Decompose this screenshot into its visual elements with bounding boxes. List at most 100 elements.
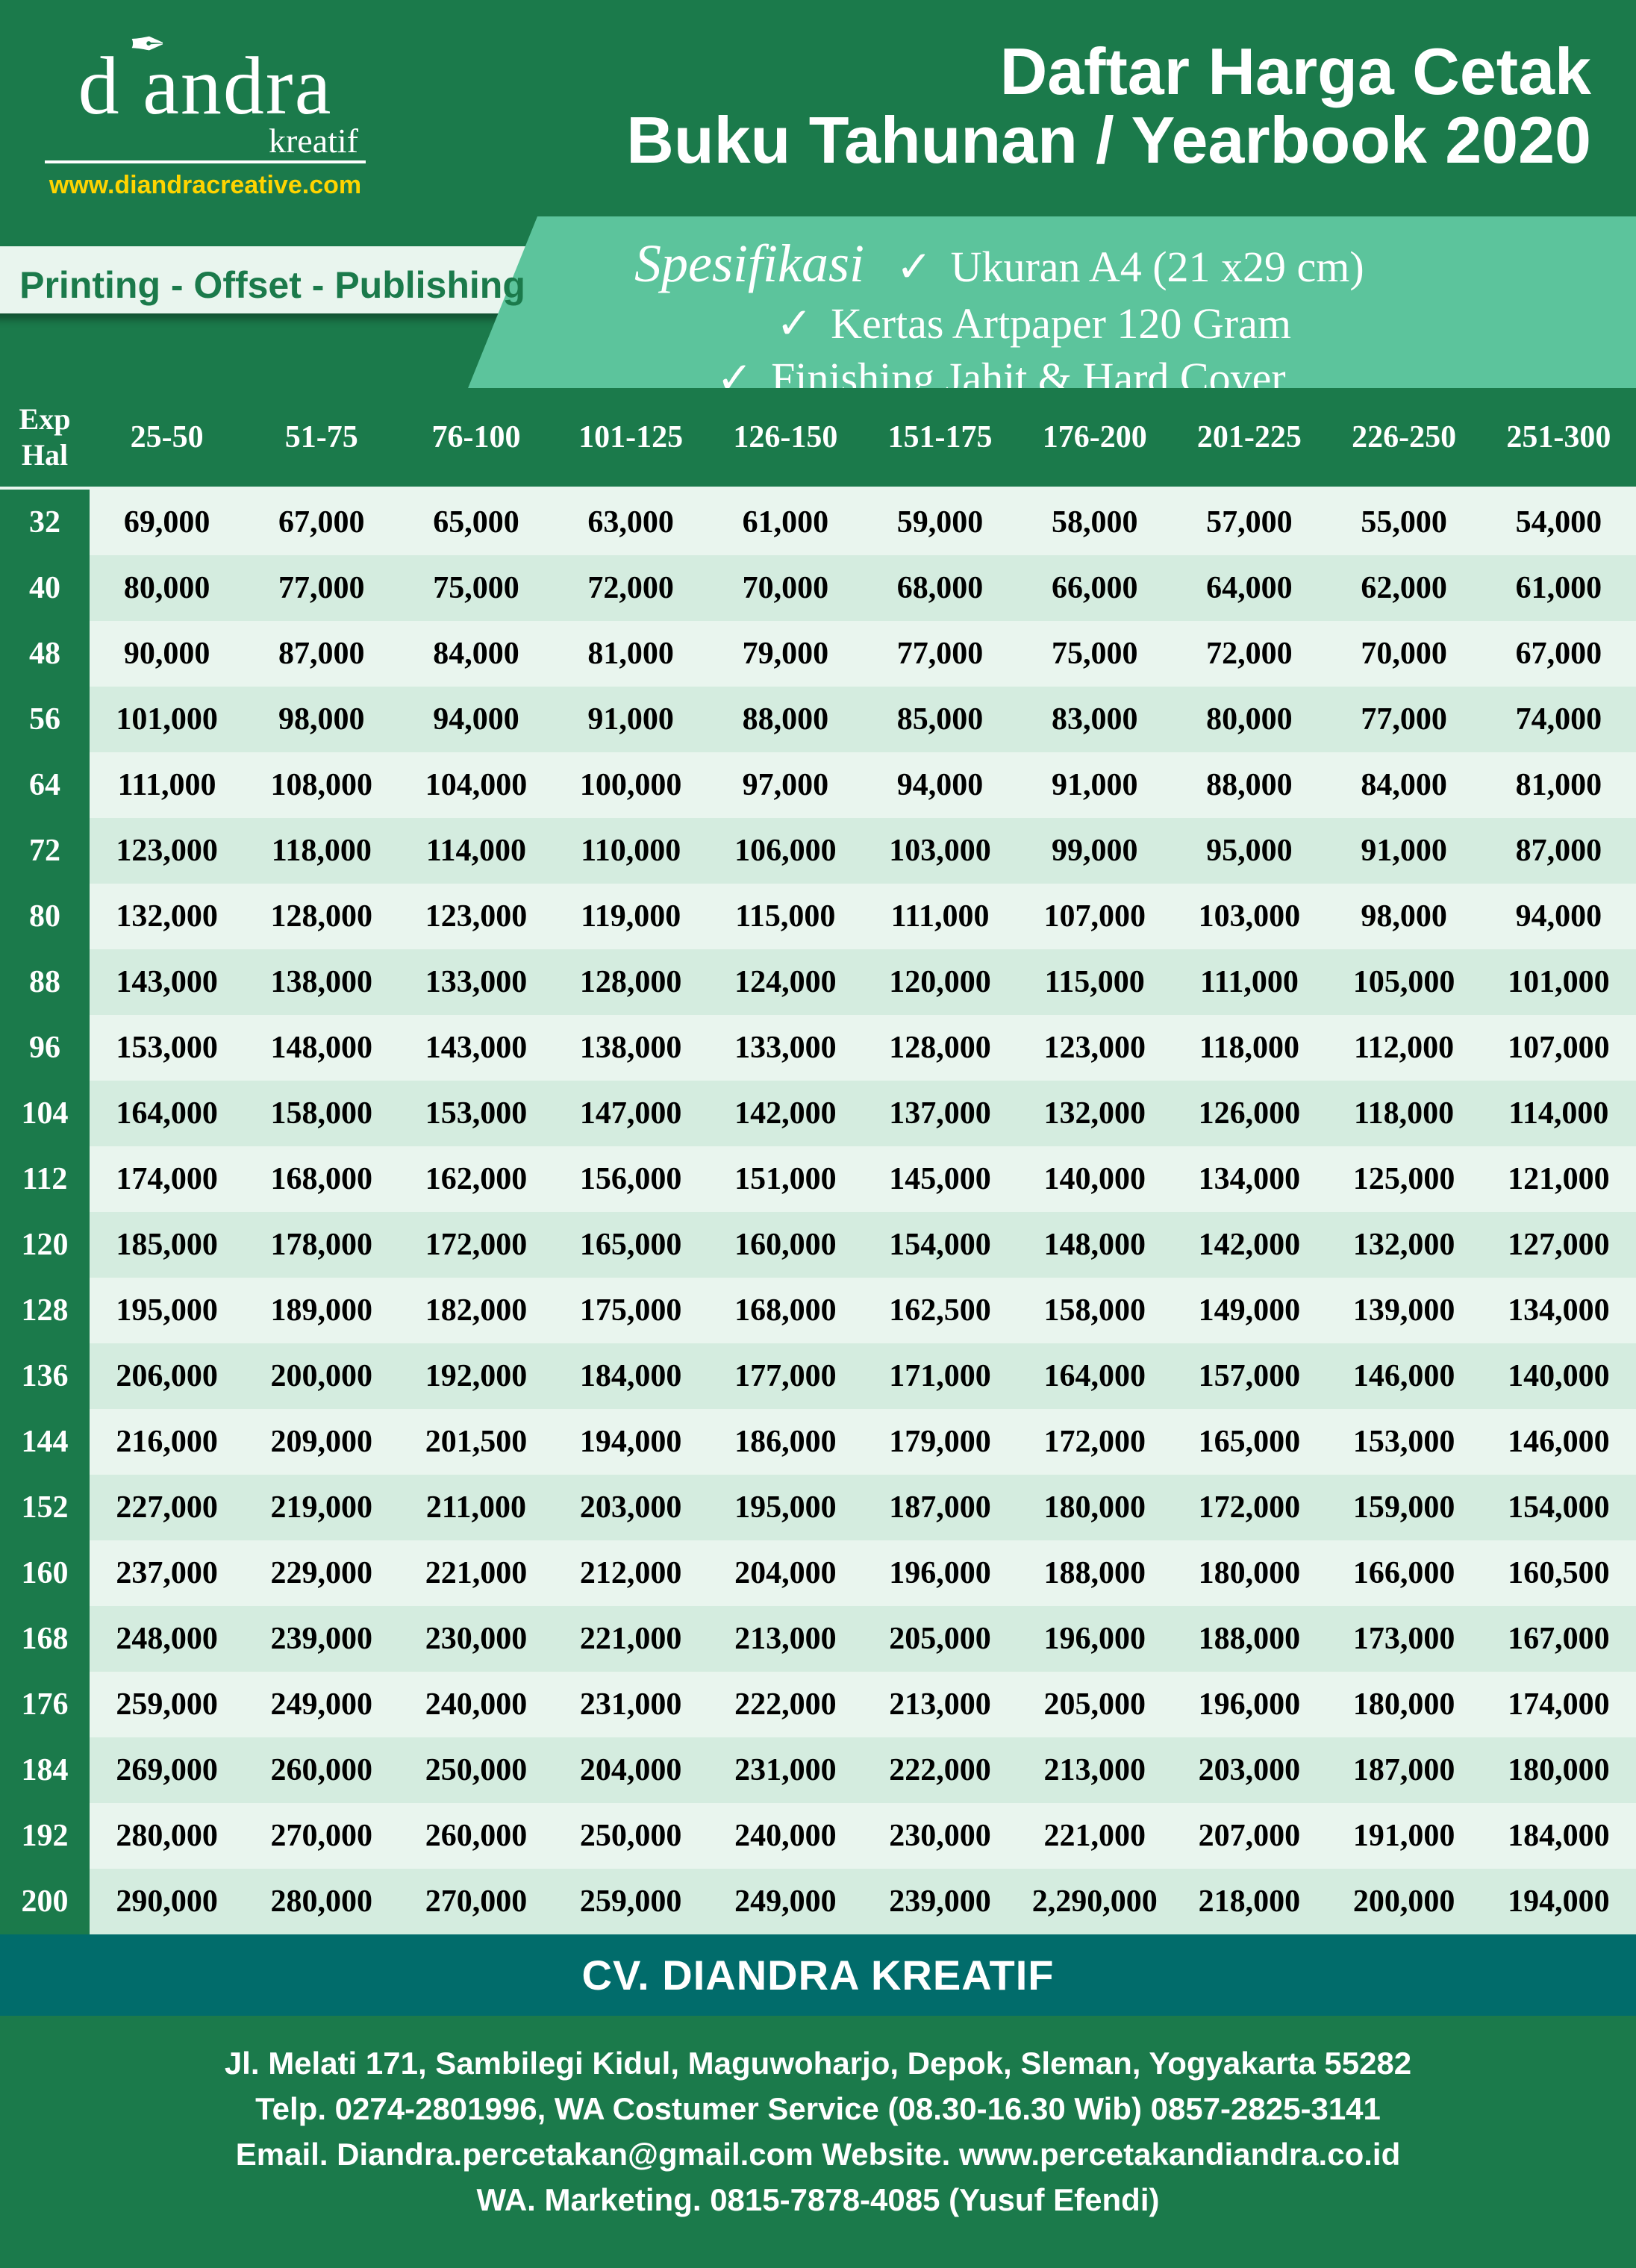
title-line-1: Daftar Harga Cetak [366,37,1591,106]
row-label: 40 [0,555,90,621]
table-row: 200290,000280,000270,000259,000249,00023… [0,1869,1636,1934]
price-cell: 280,000 [90,1803,244,1869]
price-cell: 75,000 [399,555,553,621]
price-cell: 240,000 [399,1672,553,1737]
price-cell: 158,000 [1017,1278,1172,1343]
price-cell: 229,000 [244,1540,399,1606]
spec-line-1: Spesifikasi ✓ Ukuran A4 (21 x29 cm) [634,230,1591,297]
price-cell: 206,000 [90,1343,244,1409]
price-cell: 98,000 [1327,884,1482,949]
price-cell: 118,000 [1327,1081,1482,1146]
price-cell: 182,000 [399,1278,553,1343]
logo-text: ✒ d andra [78,45,333,127]
spec-content: Spesifikasi ✓ Ukuran A4 (21 x29 cm) ✓ Ke… [567,216,1636,388]
price-cell: 146,000 [1482,1409,1636,1475]
price-cell: 148,000 [1017,1212,1172,1278]
price-cell: 87,000 [1482,818,1636,884]
price-cell: 260,000 [244,1737,399,1803]
price-cell: 209,000 [244,1409,399,1475]
price-cell: 91,000 [1327,818,1482,884]
column-header: 201-225 [1172,388,1326,488]
price-cell: 213,000 [1017,1737,1172,1803]
price-cell: 84,000 [399,621,553,687]
row-label: 64 [0,752,90,818]
price-cell: 99,000 [1017,818,1172,884]
price-cell: 151,000 [708,1146,863,1212]
table-row: 4080,00077,00075,00072,00070,00068,00066… [0,555,1636,621]
column-header: 251-300 [1482,388,1636,488]
footer-info: Jl. Melati 171, Sambilegi Kidul, Maguwoh… [0,2016,1636,2268]
price-cell: 187,000 [1327,1737,1482,1803]
row-label: 136 [0,1343,90,1409]
price-cell: 231,000 [708,1737,863,1803]
spec-line-2: ✓ Kertas Artpaper 120 Gram [634,297,1591,352]
price-cell: 221,000 [1017,1803,1172,1869]
price-cell: 62,000 [1327,555,1482,621]
price-cell: 77,000 [1327,687,1482,752]
tagline-text: Printing - Offset - Publishing [19,263,525,307]
price-cell: 153,000 [399,1081,553,1146]
column-header: 51-75 [244,388,399,488]
price-cell: 138,000 [244,949,399,1015]
row-label: 120 [0,1212,90,1278]
price-cell: 67,000 [244,488,399,555]
price-cell: 80,000 [90,555,244,621]
price-cell: 132,000 [90,884,244,949]
price-cell: 162,000 [399,1146,553,1212]
price-cell: 165,000 [1172,1409,1326,1475]
row-label: 48 [0,621,90,687]
row-label: 88 [0,949,90,1015]
price-cell: 111,000 [90,752,244,818]
price-cell: 194,000 [554,1409,708,1475]
price-cell: 269,000 [90,1737,244,1803]
price-table: Exp Hal 25-5051-7576-100101-125126-15015… [0,388,1636,1934]
row-label: 32 [0,488,90,555]
spec-wrap: Spesifikasi ✓ Ukuran A4 (21 x29 cm) ✓ Ke… [567,216,1636,388]
price-cell: 249,000 [708,1869,863,1934]
price-cell: 72,000 [554,555,708,621]
price-cell: 74,000 [1482,687,1636,752]
price-cell: 101,000 [90,687,244,752]
price-cell: 140,000 [1482,1343,1636,1409]
price-cell: 237,000 [90,1540,244,1606]
price-cell: 230,000 [399,1606,553,1672]
price-cell: 159,000 [1327,1475,1482,1540]
row-label: 128 [0,1278,90,1343]
price-cell: 114,000 [399,818,553,884]
price-cell: 126,000 [1172,1081,1326,1146]
price-cell: 95,000 [1172,818,1326,884]
price-cell: 180,000 [1327,1672,1482,1737]
price-cell: 189,000 [244,1278,399,1343]
price-cell: 142,000 [708,1081,863,1146]
price-cell: 104,000 [399,752,553,818]
price-cell: 107,000 [1017,884,1172,949]
price-cell: 154,000 [1482,1475,1636,1540]
price-cell: 175,000 [554,1278,708,1343]
price-cell: 180,000 [1482,1737,1636,1803]
price-cell: 153,000 [90,1015,244,1081]
spec-item-2: Kertas Artpaper 120 Gram [831,299,1291,348]
price-cell: 250,000 [399,1737,553,1803]
price-cell: 138,000 [554,1015,708,1081]
table-row: 144216,000209,000201,500194,000186,00017… [0,1409,1636,1475]
logo-block: ✒ d andra kreatif www.diandracreative.co… [45,30,366,200]
price-cell: 108,000 [244,752,399,818]
price-cell: 156,000 [554,1146,708,1212]
price-cell: 106,000 [708,818,863,884]
footer-line-4: WA. Marketing. 0815-7878-4085 (Yusuf Efe… [30,2178,1606,2223]
price-cell: 103,000 [1172,884,1326,949]
table-row: 3269,00067,00065,00063,00061,00059,00058… [0,488,1636,555]
price-cell: 118,000 [244,818,399,884]
price-cell: 94,000 [863,752,1017,818]
price-cell: 205,000 [863,1606,1017,1672]
price-cell: 115,000 [1017,949,1172,1015]
price-cell: 164,000 [90,1081,244,1146]
price-cell: 143,000 [399,1015,553,1081]
table-row: 120185,000178,000172,000165,000160,00015… [0,1212,1636,1278]
price-cell: 98,000 [244,687,399,752]
price-cell: 195,000 [90,1278,244,1343]
table-row: 96153,000148,000143,000138,000133,000128… [0,1015,1636,1081]
table-row: 72123,000118,000114,000110,000106,000103… [0,818,1636,884]
price-cell: 270,000 [399,1869,553,1934]
price-cell: 248,000 [90,1606,244,1672]
